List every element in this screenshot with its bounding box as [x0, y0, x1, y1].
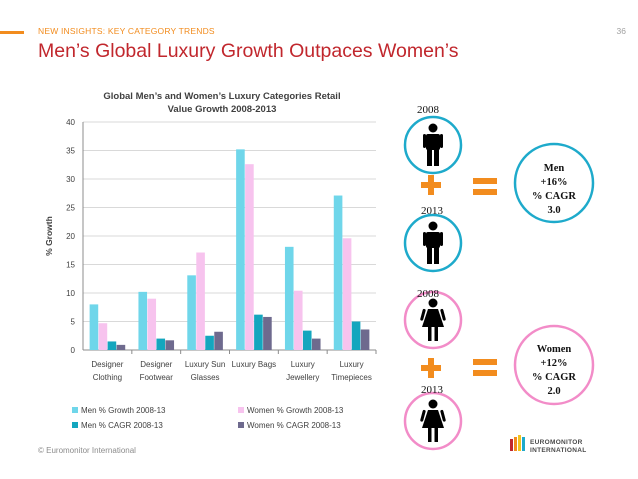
x-category-label: Designer: [140, 360, 172, 369]
y-axis-label: % Growth: [44, 216, 54, 256]
bar-1-5: [284, 246, 294, 350]
bar-2-5: [293, 290, 303, 350]
y-tick-label: 0: [71, 346, 76, 355]
bar-4-6: [360, 329, 370, 350]
men-summary-line-2: +16%: [541, 177, 568, 188]
y-tick-label: 35: [66, 147, 75, 156]
copyright-footer: © Euromonitor International: [38, 446, 136, 455]
man-figure-icon: [423, 221, 443, 264]
women-summary-line-1: Women: [537, 344, 572, 355]
women-year-end: 2013: [421, 384, 444, 396]
legend-label: Men % CAGR 2008-13: [81, 421, 163, 430]
woman-figure-icon: [420, 298, 446, 341]
men-summary-circle: [513, 142, 595, 224]
header-accent-bar: [0, 31, 24, 34]
logo-wordmark: EUROMONITOR INTERNATIONAL: [530, 439, 587, 454]
woman-figure-icon: [420, 399, 446, 442]
chart-title-line-2: Value Growth 2008-2013: [168, 104, 277, 115]
bar-4-4: [263, 316, 272, 350]
legend-label: Women % Growth 2008-13: [247, 406, 344, 415]
man-figure-icon: [423, 123, 443, 166]
y-tick-label: 5: [71, 318, 76, 327]
bar-4-5: [311, 338, 321, 350]
bar-2-6: [342, 238, 352, 350]
x-category-label: Luxury Bags: [232, 360, 276, 369]
bar-4-3: [214, 331, 223, 350]
x-category-label: Clothing: [93, 373, 122, 382]
y-tick-label: 25: [66, 204, 75, 213]
bar-3-6: [351, 321, 361, 350]
equals-icon: [473, 178, 497, 195]
y-tick-label: 30: [66, 175, 75, 184]
legend-swatch: [72, 407, 78, 413]
x-category-label: Designer: [91, 360, 123, 369]
bar-3-4: [254, 314, 263, 350]
logo-line-2: INTERNATIONAL: [530, 446, 587, 454]
section-kicker: NEW INSIGHTS: KEY CATEGORY TRENDS: [38, 26, 215, 36]
men-year-end: 2013: [421, 205, 444, 217]
legend-label: Men % Growth 2008-13: [81, 406, 166, 415]
plus-icon: [421, 358, 441, 378]
bar-2-2: [147, 298, 157, 350]
y-tick-label: 20: [66, 232, 75, 241]
x-category-label: Jewellery: [286, 373, 319, 382]
men-summary-line-1: Men: [544, 163, 565, 174]
y-tick-label: 40: [66, 118, 75, 127]
bar-2-1: [98, 323, 108, 350]
legend-swatch: [238, 407, 244, 413]
women-summary-line-4: 2.0: [547, 386, 560, 397]
women-summary-line-3: % CAGR: [532, 372, 576, 383]
women-summary-circle: [513, 324, 595, 406]
logo-line-1: EUROMONITOR: [530, 439, 583, 446]
x-category-label: Timepieces: [331, 373, 372, 382]
women-year-start: 2008: [417, 288, 440, 300]
plus-icon: [421, 175, 441, 195]
bar-1-3: [187, 275, 196, 350]
x-category-label: Luxury Sun: [185, 360, 225, 369]
bar-3-1: [107, 341, 117, 350]
x-category-label: Glasses: [191, 373, 220, 382]
x-category-label: Luxury: [340, 360, 364, 369]
bar-4-2: [165, 340, 175, 350]
page-title: Men’s Global Luxury Growth Outpaces Wome…: [38, 40, 459, 62]
bar-3-2: [156, 338, 166, 350]
y-tick-label: 10: [66, 289, 75, 298]
bar-1-1: [89, 304, 99, 350]
men-year-start: 2008: [417, 104, 440, 116]
bar-3-3: [205, 335, 214, 350]
women-summary-line-2: +12%: [541, 358, 568, 369]
bar-3-5: [302, 330, 312, 350]
legend-label: Women % CAGR 2008-13: [247, 421, 341, 430]
bar-1-2: [138, 291, 148, 350]
x-category-label: Footwear: [140, 373, 174, 382]
bar-4-1: [116, 344, 126, 350]
legend-swatch: [72, 422, 78, 428]
bar-2-4: [245, 164, 254, 350]
equals-icon: [473, 359, 497, 376]
euromonitor-logo-icon: [510, 435, 525, 451]
men-summary-line-3: % CAGR: [532, 191, 576, 202]
chart-title-line-1: Global Men’s and Women’s Luxury Categori…: [103, 91, 340, 102]
men-summary-line-4: 3.0: [547, 205, 560, 216]
y-tick-label: 15: [66, 261, 75, 270]
page-number: 36: [616, 26, 626, 36]
legend-swatch: [238, 422, 244, 428]
x-category-label: Luxury: [291, 360, 315, 369]
bar-1-4: [236, 149, 245, 350]
bar-2-3: [196, 252, 205, 350]
bar-1-6: [333, 195, 343, 350]
